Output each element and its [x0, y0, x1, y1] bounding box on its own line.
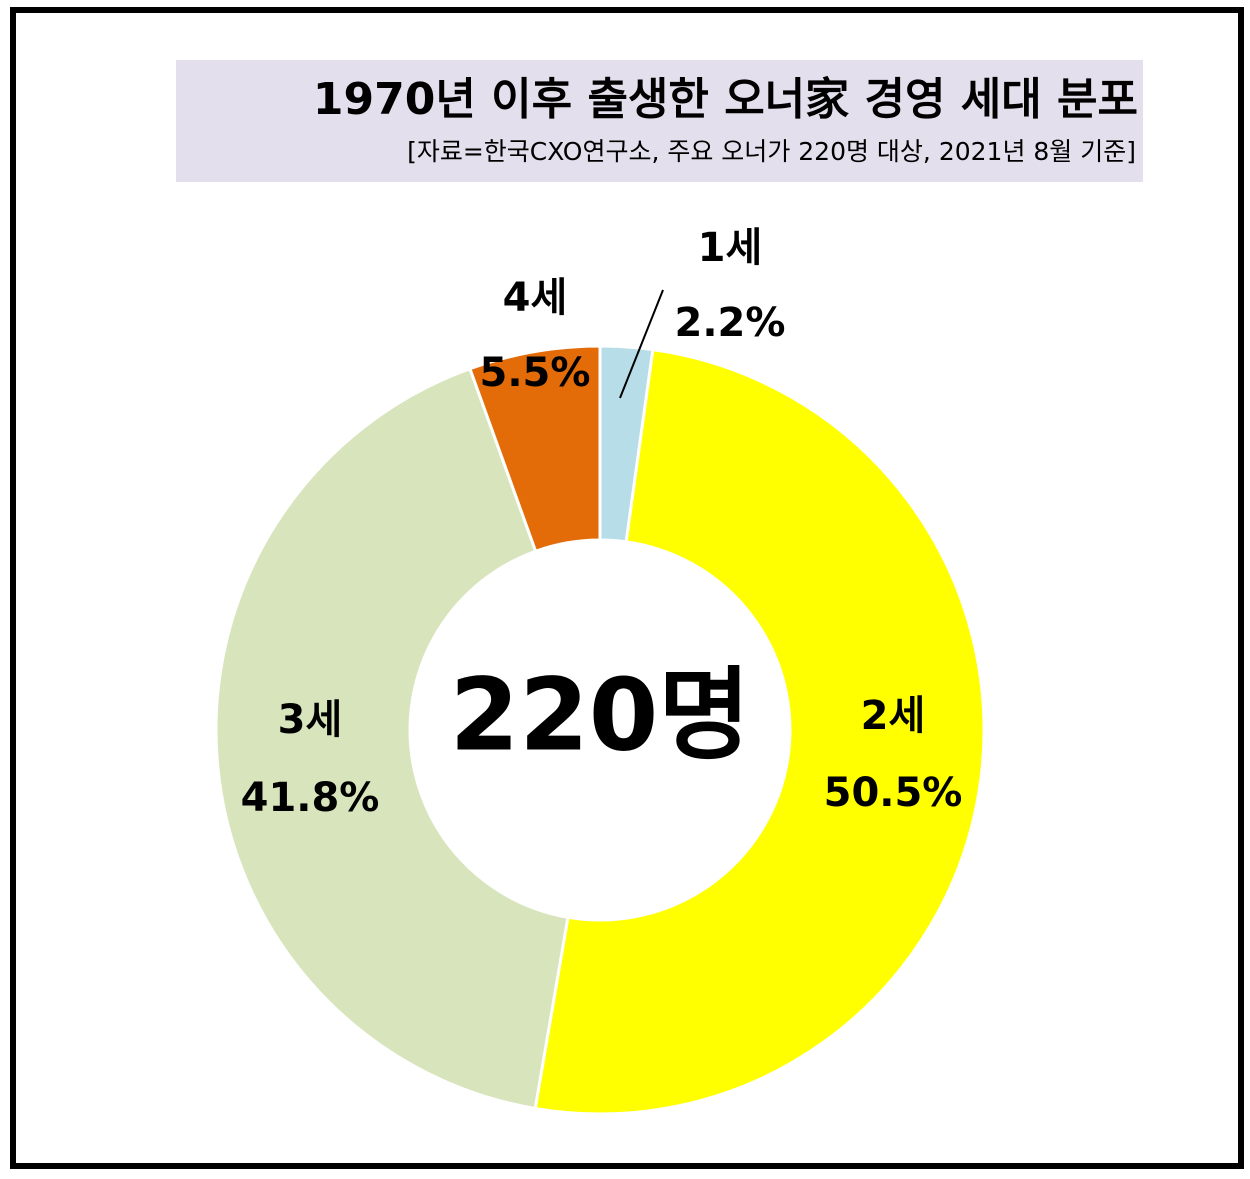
chart-title: 1970년 이후 출생한 오너家 경영 세대 분포 [313, 74, 1138, 125]
category-label: 3세 [278, 697, 343, 743]
category-label: 1세 [698, 225, 763, 271]
category-label: 4세 [503, 275, 568, 321]
wedge [533, 347, 986, 1116]
value-label: 2.2% [675, 300, 786, 346]
wedge [468, 344, 602, 554]
value-label: 50.5% [824, 770, 963, 816]
value-label: 5.5% [480, 350, 591, 396]
value-label: 41.8% [241, 775, 380, 821]
title-box [176, 60, 1143, 182]
wedge [214, 366, 570, 1111]
center-label: 220명 [450, 656, 751, 773]
category-label: 2세 [861, 693, 926, 739]
donut [214, 344, 986, 1116]
leader-line [619, 289, 664, 399]
chart-subtitle: [자료=한국CXO연구소, 주요 오너가 220명 대상, 2021년 8월 기… [407, 137, 1136, 166]
